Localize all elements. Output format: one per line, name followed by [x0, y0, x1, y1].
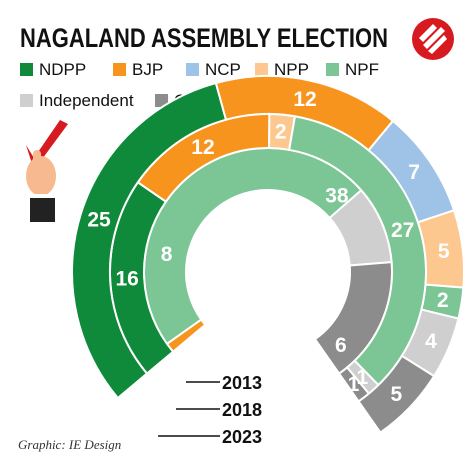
legend-item-npf: NPF [326, 60, 379, 79]
legend-label-ndpp: NDPP [39, 60, 86, 79]
data-label-2018-ndpp: 16 [115, 268, 138, 291]
legend-swatch-independent [20, 94, 33, 107]
data-label-2013-others: 6 [335, 334, 347, 357]
indian-express-logo-icon [412, 18, 454, 60]
data-label-2023-others: 5 [390, 383, 402, 406]
legend-swatch-bjp [113, 63, 126, 76]
year-label-2018: 2018 [222, 400, 262, 420]
data-label-2023-npf: 2 [437, 289, 449, 312]
legend-item-ncp: NCP [186, 60, 241, 79]
legend-item-npp: NPP [255, 60, 309, 79]
data-label-2023-npp: 5 [438, 240, 450, 263]
year-leaders [158, 381, 220, 437]
legend-label-bjp: BJP [132, 60, 163, 79]
page-title: NAGALAND ASSEMBLY ELECTION [20, 23, 388, 53]
data-label-2018-bjp: 12 [191, 136, 214, 159]
data-label-2018-others: 1 [348, 373, 360, 396]
data-label-2018-independent: 1 [356, 366, 368, 389]
segment-2023-others [357, 354, 436, 434]
data-label-2018-npp: 2 [275, 121, 287, 144]
legend-item-bjp: BJP [113, 60, 163, 79]
legend-label-ncp: NCP [205, 60, 241, 79]
legend-label-npf: NPF [345, 60, 379, 79]
year-label-2013: 2013 [222, 373, 262, 393]
data-label-2013-independent: 8 [214, 352, 226, 375]
ballot-voting-hand-icon [26, 120, 68, 222]
data-label-2023-independent: 4 [425, 330, 437, 353]
legend-item-ndpp: NDPP [20, 60, 86, 79]
donut-rings [71, 75, 465, 434]
legend-label-independent: Independent [39, 91, 134, 110]
year-label-2023: 2023 [222, 427, 262, 447]
legend-swatch-ndpp [20, 63, 33, 76]
data-label-2018-npf: 27 [391, 219, 414, 242]
graphic-credit: Graphic: IE Design [18, 437, 121, 452]
legend-swatch-others [155, 94, 168, 107]
data-label-2013-bjp: 8 [161, 243, 173, 266]
legend-label-npp: NPP [274, 60, 309, 79]
data-label-2023-ndpp: 25 [87, 208, 111, 231]
data-label-2013-npf: 38 [325, 184, 349, 207]
legend-swatch-npp [255, 63, 268, 76]
legend-swatch-ncp [186, 63, 199, 76]
data-label-2023-bjp: 12 [293, 88, 316, 111]
legend-swatch-npf [326, 63, 339, 76]
data-label-2023-ncp: 7 [408, 161, 420, 184]
legend-item-independent: Independent [20, 91, 134, 110]
